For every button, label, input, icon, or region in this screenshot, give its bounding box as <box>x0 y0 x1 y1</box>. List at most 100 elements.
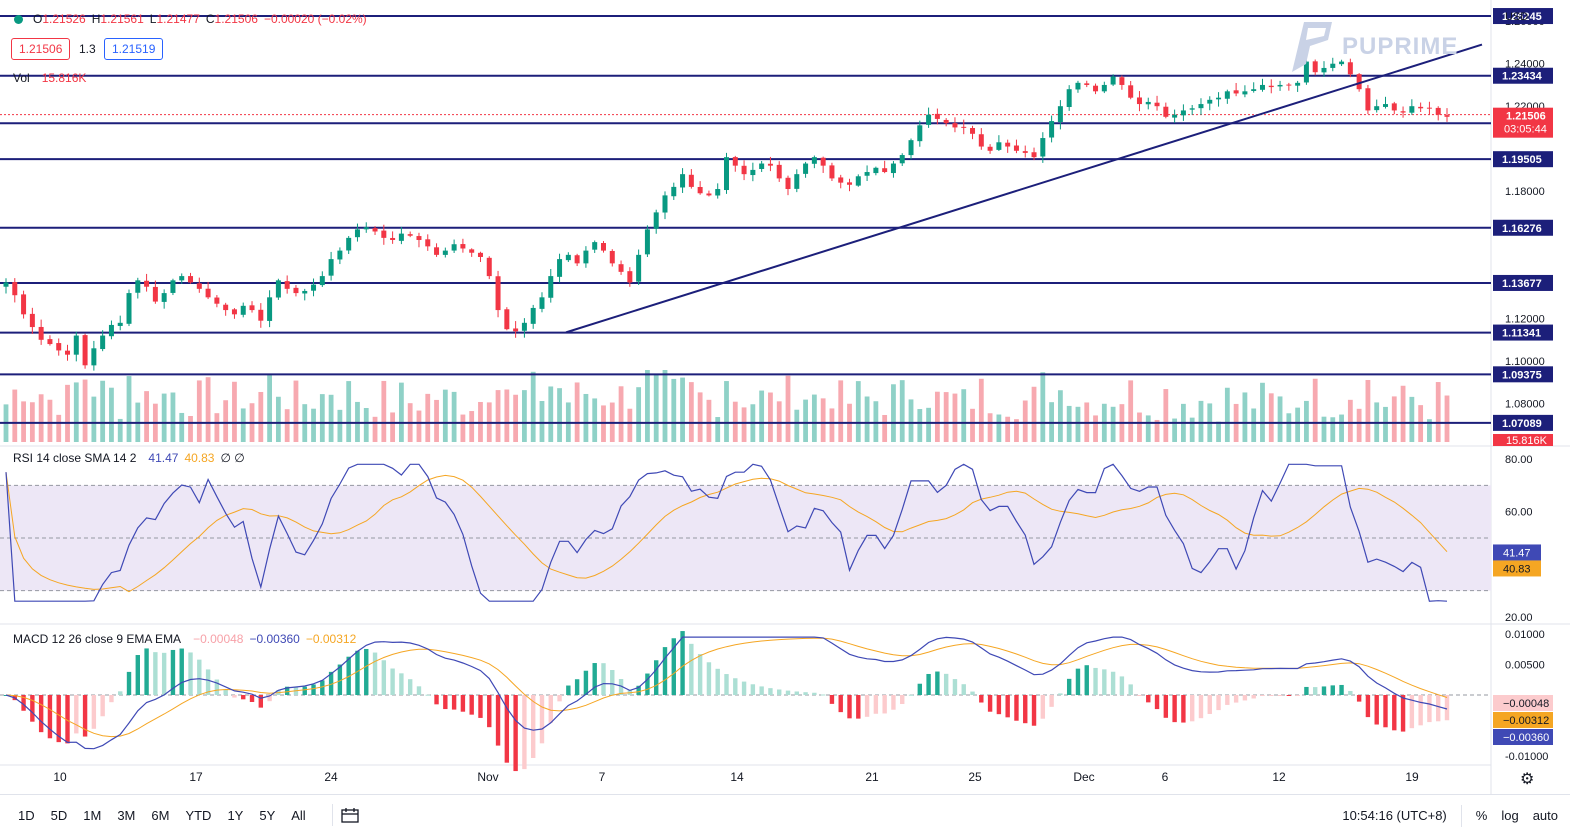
macd-hist-bar <box>1040 695 1046 719</box>
timeframe-5y[interactable]: 5Y <box>259 807 276 823</box>
candle-body <box>1268 85 1274 88</box>
candle-body <box>434 247 440 255</box>
candle-body <box>855 176 861 186</box>
timeframe-all[interactable]: All <box>291 807 306 823</box>
candle-body <box>829 165 835 179</box>
volume-bar <box>530 371 536 442</box>
macd-hist-bar <box>618 679 624 695</box>
rsi-axis-label: 20.00 <box>1505 612 1533 624</box>
timeframe-1d[interactable]: 1D <box>18 807 35 823</box>
timeframe-5d[interactable]: 5D <box>50 807 68 823</box>
macd-hist-bar <box>1321 686 1327 695</box>
gear-icon[interactable]: ⚙ <box>1520 771 1535 788</box>
auto-toggle[interactable]: auto <box>1532 808 1558 823</box>
macd-hist-tag <box>1493 695 1553 711</box>
volume-bar <box>873 401 879 442</box>
volume-bar <box>653 373 659 442</box>
candle-body <box>73 335 79 355</box>
macd-hist-bar <box>970 691 975 695</box>
time-axis-label: 6 <box>1162 770 1169 784</box>
percent-toggle[interactable]: % <box>1475 808 1488 823</box>
date-range-icon[interactable] <box>341 807 359 823</box>
macd-hist-bar <box>346 656 351 695</box>
macd-value: −0.00360 <box>249 632 300 646</box>
macd-hist-bar <box>74 695 79 734</box>
timeframe-ytd[interactable]: YTD <box>185 807 212 823</box>
candle-body <box>1312 61 1318 73</box>
candle-body <box>1136 97 1142 105</box>
volume-bar <box>741 407 747 442</box>
macd-hist-bar <box>153 652 158 695</box>
volume-bar <box>864 396 870 442</box>
timeframe-1y[interactable]: 1Y <box>227 807 244 823</box>
macd-hist-bar <box>1146 695 1151 703</box>
candle-body <box>451 244 457 251</box>
buy-button[interactable]: 1.21519 <box>104 38 164 60</box>
clock[interactable]: 10:54:16 (UTC+8) <box>1342 808 1447 823</box>
volume-bar <box>574 382 580 442</box>
log-toggle[interactable]: log <box>1501 808 1519 823</box>
macd-hist-bar <box>144 648 149 695</box>
macd-hist-bar <box>697 654 703 695</box>
trendline-line <box>565 43 1483 334</box>
macd-hist-bar <box>715 668 720 695</box>
volume-bar <box>1409 396 1415 442</box>
rsi-label: RSI 14 close SMA 14 2 <box>13 451 137 465</box>
candle-body <box>917 125 923 142</box>
chart-canvas[interactable]: 1.260001.240001.220001.180001.120001.100… <box>0 0 1570 795</box>
level-tag-label: 1.23434 <box>1502 71 1543 83</box>
volume-bar <box>232 381 237 442</box>
macd-hist-bar <box>583 670 589 695</box>
timeframe-6m[interactable]: 6M <box>151 807 170 823</box>
volume-bar <box>855 381 861 442</box>
volume-bar <box>1391 396 1397 442</box>
macd-hist-bar <box>759 686 764 695</box>
volume-bar <box>811 394 817 442</box>
volume-bar <box>56 414 62 442</box>
volume-bar <box>109 387 114 442</box>
macd-hist-bar <box>733 678 738 695</box>
timeframe-3m[interactable]: 3M <box>117 807 136 823</box>
logo-mark-icon <box>1292 22 1332 72</box>
volume-bar <box>91 396 97 442</box>
macd-hist-bar <box>443 695 448 710</box>
candle-body <box>258 309 264 321</box>
candle-body <box>1084 83 1090 85</box>
candle-body <box>978 134 984 147</box>
volume-bar <box>1128 380 1134 442</box>
level-tag <box>1493 8 1553 25</box>
candle-body <box>565 254 571 261</box>
candle-body <box>170 280 176 293</box>
rsi-value-tag-label: 41.47 <box>1503 547 1531 559</box>
volume-bar <box>917 409 923 442</box>
volume-bar <box>1444 395 1450 442</box>
sell-button[interactable]: 1.21506 <box>11 38 71 60</box>
candle-body <box>1374 106 1380 111</box>
level-tag <box>1493 151 1553 168</box>
volume-bar <box>1321 416 1327 442</box>
volume-bar <box>1365 379 1371 442</box>
macd-hist-bar <box>645 673 650 695</box>
macd-hist-bar <box>1374 695 1379 725</box>
volume-bar <box>926 407 931 442</box>
candle-body <box>1356 74 1362 90</box>
macd-hist-bar <box>1400 695 1406 732</box>
candle-body <box>987 146 993 151</box>
macd-hist-bar <box>1330 685 1335 695</box>
candle-body <box>1347 62 1353 75</box>
macd-hist-bar <box>1216 695 1221 711</box>
volume-bar <box>267 375 272 442</box>
volume-bar <box>697 392 703 442</box>
volume-bar <box>724 381 729 442</box>
candle-body <box>91 348 97 366</box>
candle-body <box>697 186 703 194</box>
volume-bar <box>170 392 176 442</box>
volume-bar <box>328 394 334 442</box>
macd-hist-bar <box>249 695 255 702</box>
volume-bar <box>161 393 167 442</box>
timeframe-1m[interactable]: 1M <box>83 807 102 823</box>
macd-hist-bar <box>1119 676 1125 695</box>
candle-body <box>750 169 756 176</box>
macd-hist-value: −0.00048 <box>193 632 244 646</box>
currency-selector[interactable]: USD <box>1505 11 1529 23</box>
